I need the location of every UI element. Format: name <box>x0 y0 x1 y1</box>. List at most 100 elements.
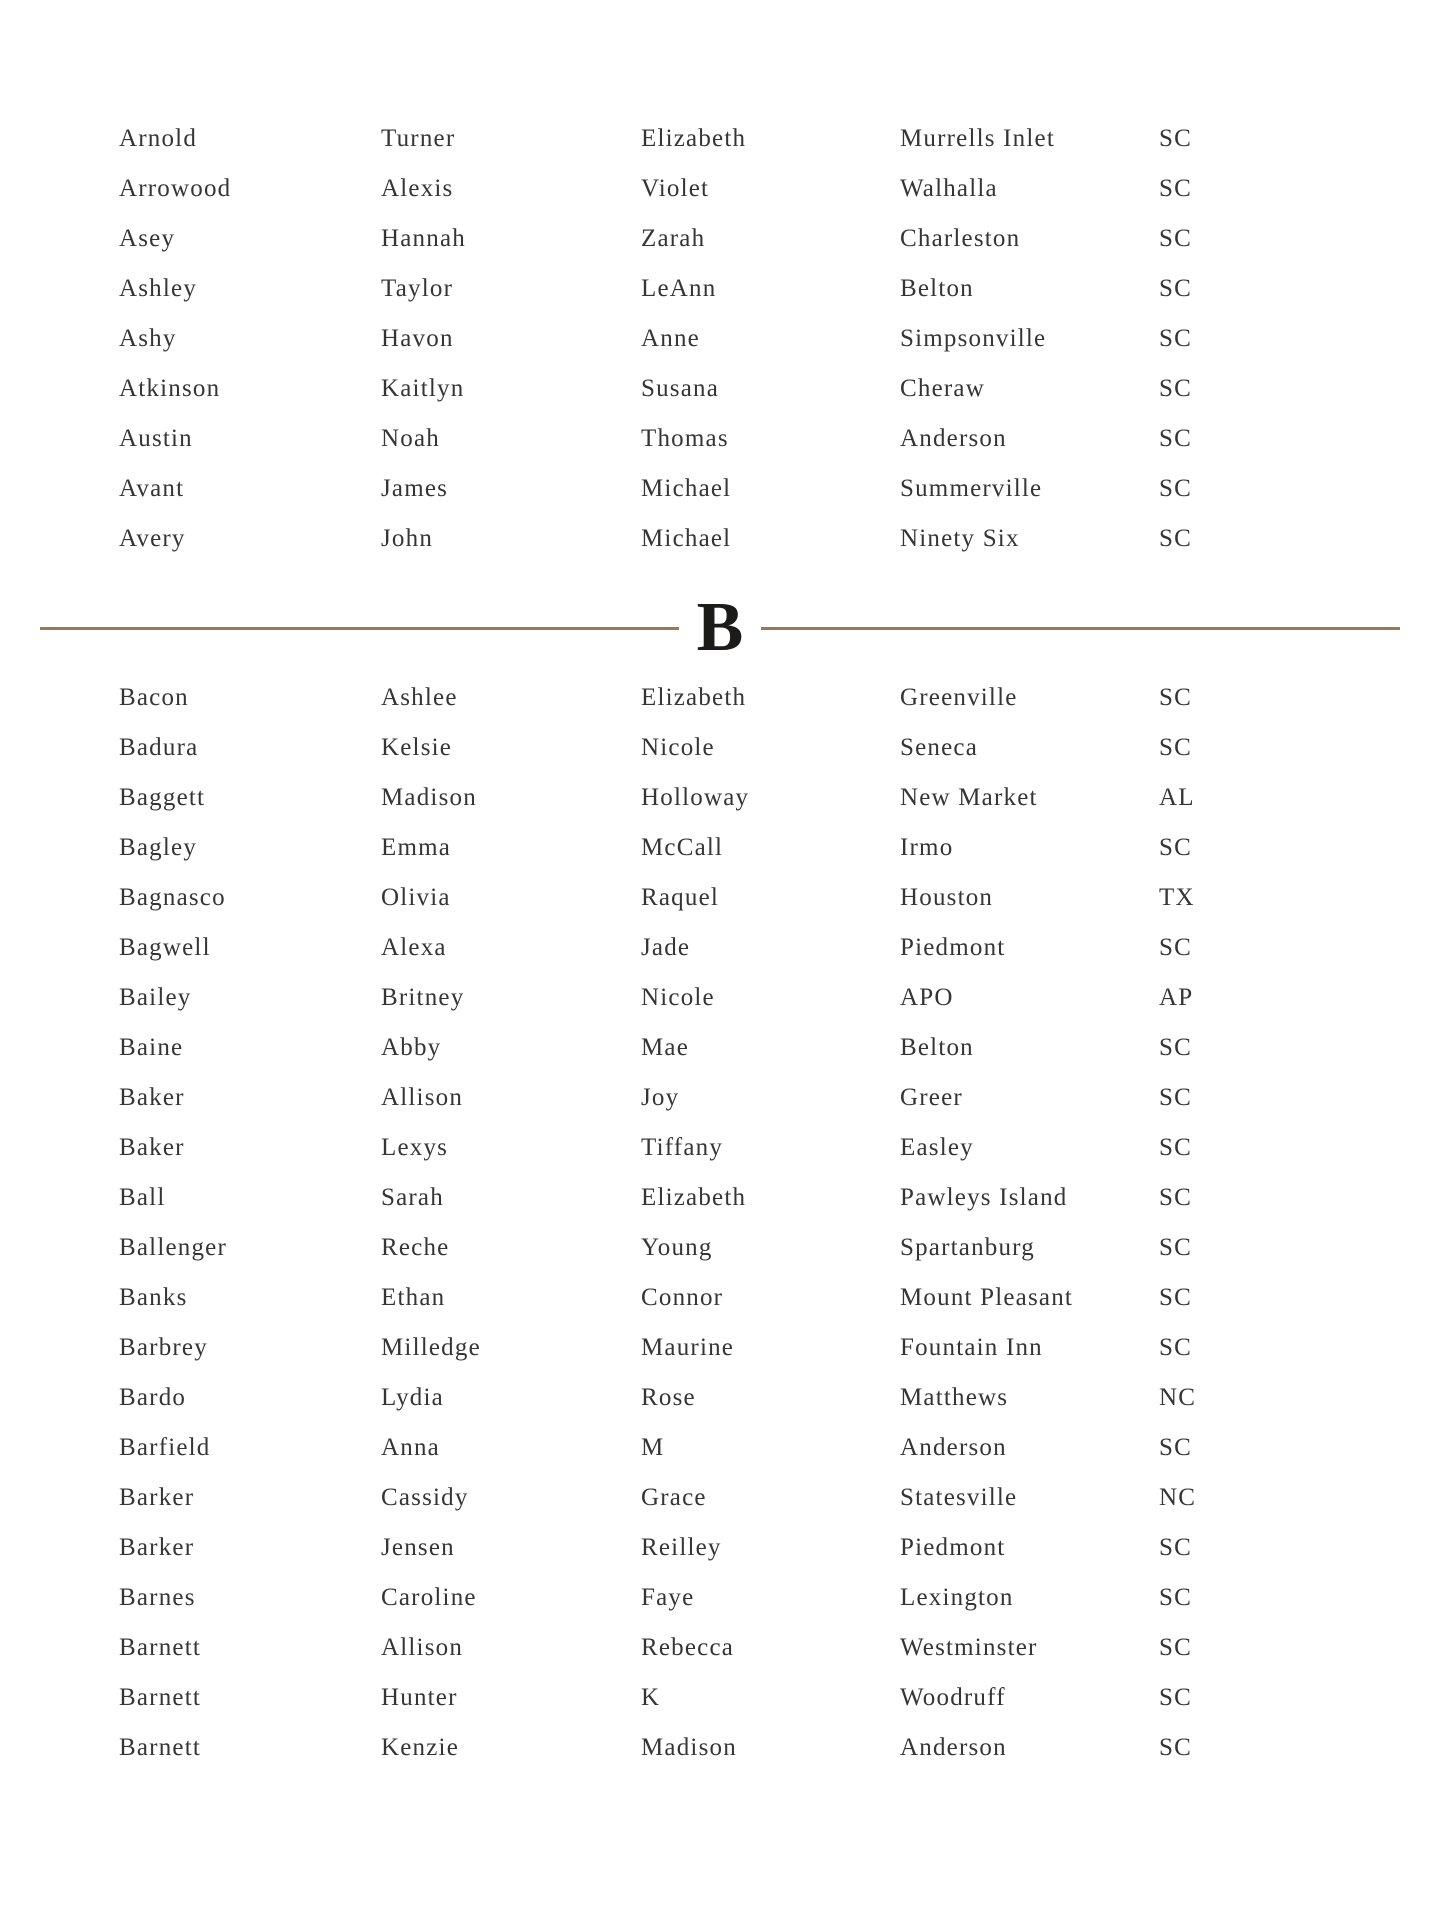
state-cell: SC <box>1159 1584 1192 1611</box>
first-name-cell: Olivia <box>381 884 451 911</box>
state-cell: SC <box>1159 1434 1192 1461</box>
first-name-cell: Milledge <box>381 1334 481 1361</box>
state-cell: SC <box>1159 934 1192 961</box>
first-name-cell: Hannah <box>381 225 466 252</box>
roster-row: Barbrey Milledge Maurine Fountain Inn SC <box>119 1323 1400 1373</box>
state-cell: NC <box>1159 1484 1197 1511</box>
first-name-cell: Havon <box>381 325 454 352</box>
first-name-cell: Alexis <box>381 175 454 202</box>
last-name-cell: Ballenger <box>119 1234 227 1261</box>
first-name-cell: Jensen <box>381 1534 455 1561</box>
state-cell: NC <box>1159 1384 1197 1411</box>
middle-name-cell: Tiffany <box>641 1134 724 1161</box>
state-cell: SC <box>1159 525 1192 552</box>
state-cell: SC <box>1159 1084 1192 1111</box>
city-cell: Piedmont <box>900 1534 1006 1561</box>
first-name-cell: Hunter <box>381 1684 458 1711</box>
city-cell: Spartanburg <box>900 1234 1035 1261</box>
state-cell: SC <box>1159 834 1192 861</box>
state-cell: SC <box>1159 375 1192 402</box>
first-name-cell: Kaitlyn <box>381 375 465 402</box>
state-cell: SC <box>1159 225 1192 252</box>
city-cell: Houston <box>900 884 994 911</box>
middle-name-cell: Michael <box>641 475 732 502</box>
middle-name-cell: Madison <box>641 1734 737 1761</box>
first-name-cell: Caroline <box>381 1584 477 1611</box>
city-cell: Statesville <box>900 1484 1018 1511</box>
roster-row: Barnes Caroline Faye Lexington SC <box>119 1573 1400 1623</box>
state-cell: AP <box>1159 984 1194 1011</box>
first-name-cell: Allison <box>381 1634 464 1661</box>
roster-row: Ball Sarah Elizabeth Pawleys Island SC <box>119 1173 1400 1223</box>
state-cell: AL <box>1159 784 1195 811</box>
city-cell: Matthews <box>900 1384 1009 1411</box>
state-cell: SC <box>1159 425 1192 452</box>
city-cell: Cheraw <box>900 375 985 402</box>
roster-row: Banks Ethan Connor Mount Pleasant SC <box>119 1273 1400 1323</box>
city-cell: Summerville <box>900 475 1043 502</box>
first-name-cell: Ethan <box>381 1284 446 1311</box>
middle-name-cell: Grace <box>641 1484 707 1511</box>
middle-name-cell: M <box>641 1434 665 1461</box>
middle-name-cell: Joy <box>641 1084 680 1111</box>
last-name-cell: Barnett <box>119 1734 201 1761</box>
last-name-cell: Arrowood <box>119 175 232 202</box>
roster-row: Baine Abby Mae Belton SC <box>119 1023 1400 1073</box>
last-name-cell: Bagnasco <box>119 884 226 911</box>
first-name-cell: Ashlee <box>381 684 458 711</box>
roster-row: Baker Lexys Tiffany Easley SC <box>119 1123 1400 1173</box>
city-cell: APO <box>900 984 954 1011</box>
last-name-cell: Barker <box>119 1484 195 1511</box>
last-name-cell: Bailey <box>119 984 192 1011</box>
city-cell: Murrells Inlet <box>900 125 1055 152</box>
middle-name-cell: Jade <box>641 934 691 961</box>
city-cell: Belton <box>900 1034 974 1061</box>
first-name-cell: Sarah <box>381 1184 444 1211</box>
roster-row: Baker Allison Joy Greer SC <box>119 1073 1400 1123</box>
city-cell: Pawleys Island <box>900 1184 1068 1211</box>
state-cell: SC <box>1159 734 1192 761</box>
city-cell: Easley <box>900 1134 974 1161</box>
state-cell: SC <box>1159 1234 1192 1261</box>
roster-row: Bacon Ashlee Elizabeth Greenville SC <box>119 673 1400 723</box>
city-cell: Seneca <box>900 734 978 761</box>
last-name-cell: Bacon <box>119 684 189 711</box>
first-name-cell: Britney <box>381 984 465 1011</box>
first-name-cell: Cassidy <box>381 1484 469 1511</box>
state-cell: SC <box>1159 1334 1192 1361</box>
first-name-cell: Allison <box>381 1084 464 1111</box>
middle-name-cell: LeAnn <box>641 275 717 302</box>
first-name-cell: Lydia <box>381 1384 444 1411</box>
divider-rule-left <box>40 626 679 630</box>
roster-row: Barnett Hunter K Woodruff SC <box>119 1673 1400 1723</box>
middle-name-cell: Connor <box>641 1284 724 1311</box>
last-name-cell: Atkinson <box>119 375 221 402</box>
roster-row: Avant James Michael Summerville SC <box>119 464 1400 514</box>
first-name-cell: John <box>381 525 434 552</box>
city-cell: Charleston <box>900 225 1021 252</box>
roster-row: Badura Kelsie Nicole Seneca SC <box>119 723 1400 773</box>
roster-row: Avery John Michael Ninety Six SC <box>119 514 1400 564</box>
city-cell: Woodruff <box>900 1684 1006 1711</box>
roster-row: Bailey Britney Nicole APO AP <box>119 973 1400 1023</box>
last-name-cell: Ball <box>119 1184 166 1211</box>
middle-name-cell: Holloway <box>641 784 750 811</box>
roster-row: Barfield Anna M Anderson SC <box>119 1423 1400 1473</box>
city-cell: Greenville <box>900 684 1018 711</box>
middle-name-cell: Thomas <box>641 425 729 452</box>
middle-name-cell: Elizabeth <box>641 684 747 711</box>
roster-row: Barker Jensen Reilley Piedmont SC <box>119 1523 1400 1573</box>
last-name-cell: Barnett <box>119 1684 201 1711</box>
city-cell: Ninety Six <box>900 525 1020 552</box>
roster-row: Ballenger Reche Young Spartanburg SC <box>119 1223 1400 1273</box>
first-name-cell: Noah <box>381 425 440 452</box>
last-name-cell: Asey <box>119 225 176 252</box>
first-name-cell: Anna <box>381 1434 440 1461</box>
roster-row: Ashy Havon Anne Simpsonville SC <box>119 314 1400 364</box>
roster-section-b: Bacon Ashlee Elizabeth Greenville SC Bad… <box>119 673 1400 1773</box>
last-name-cell: Barbrey <box>119 1334 208 1361</box>
roster-row: Bagnasco Olivia Raquel Houston TX <box>119 873 1400 923</box>
middle-name-cell: Faye <box>641 1584 695 1611</box>
middle-name-cell: Zarah <box>641 225 706 252</box>
